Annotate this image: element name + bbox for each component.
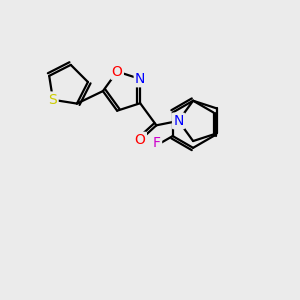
Text: N: N bbox=[173, 114, 184, 128]
Text: S: S bbox=[49, 93, 57, 107]
Text: F: F bbox=[153, 136, 161, 150]
Text: O: O bbox=[135, 133, 146, 147]
Text: O: O bbox=[112, 64, 123, 79]
Text: N: N bbox=[135, 72, 146, 86]
